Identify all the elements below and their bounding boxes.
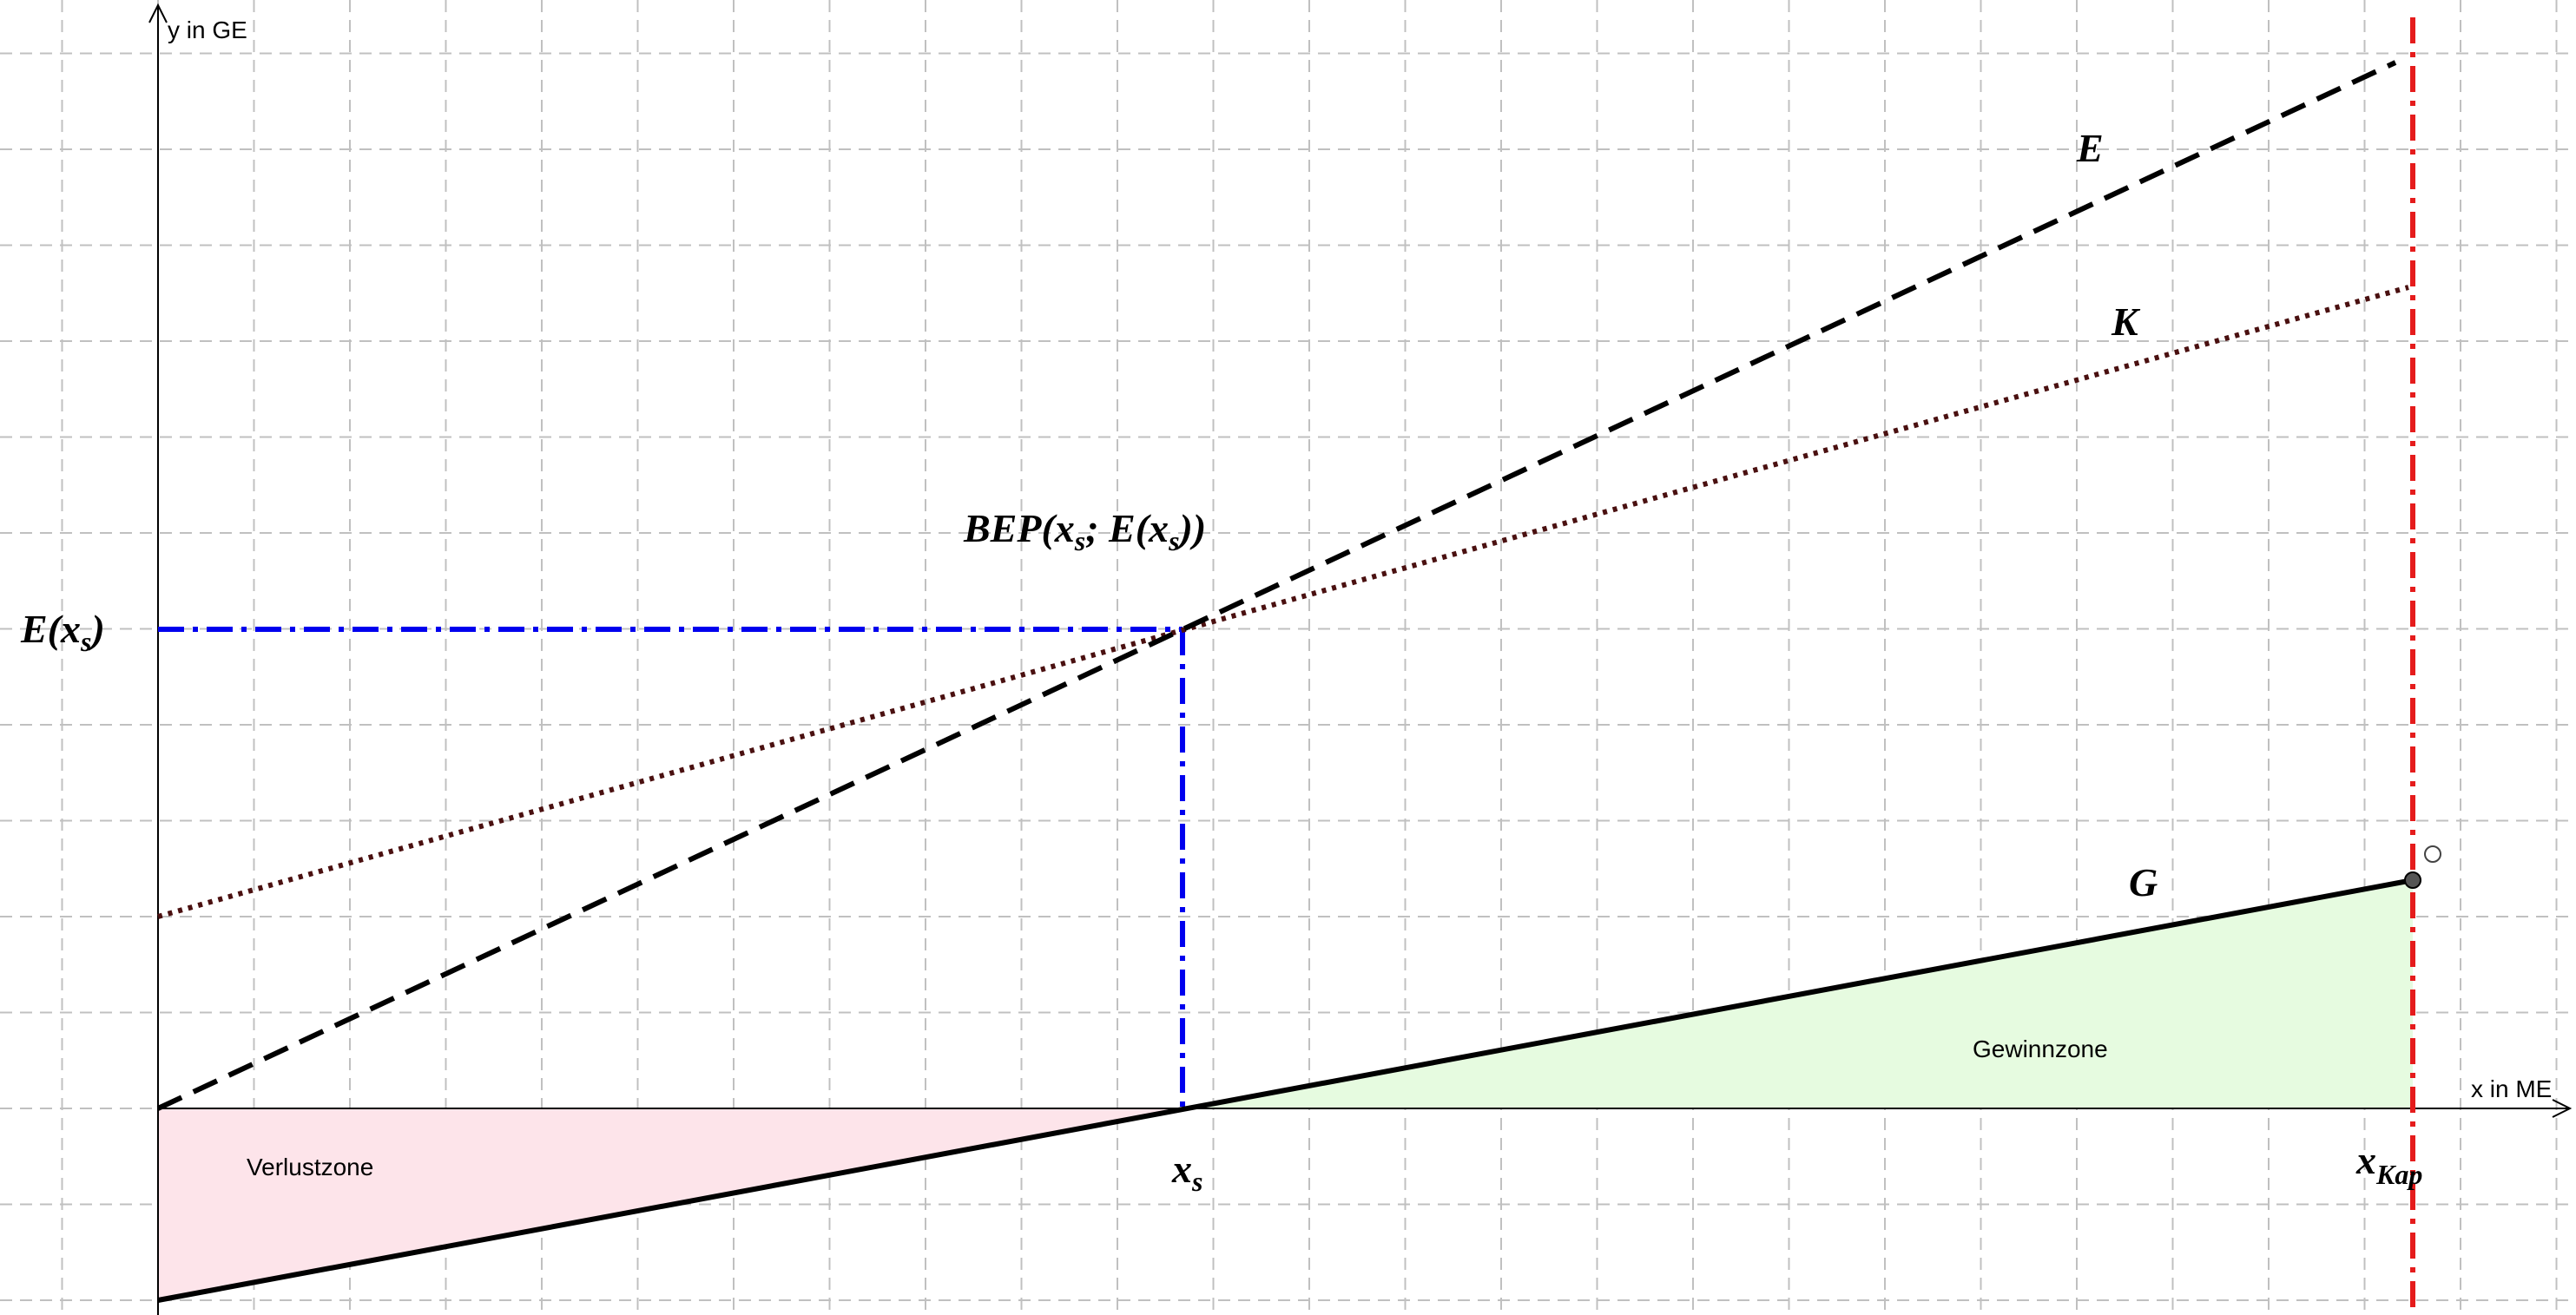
profit-label: G <box>2129 860 2158 904</box>
cost-line <box>157 285 2409 919</box>
y-axis-label: y in GE <box>168 16 247 43</box>
bep-label: BEP(xs; E(xs)) <box>963 506 1206 556</box>
bep-text: )) <box>1176 506 1207 550</box>
profit-line <box>157 878 2414 1303</box>
xkap-label: xKap <box>2355 1138 2422 1190</box>
xkap-text: x <box>2355 1138 2376 1182</box>
profit-zone-label: Gewinnzone <box>1973 1036 2108 1062</box>
y-arrow <box>148 3 168 23</box>
cost-label: K <box>2111 299 2141 344</box>
bep-text: ; E(x <box>1085 506 1169 550</box>
bep-sub: s <box>1168 525 1179 556</box>
e-xs-label: E(xs) <box>20 607 105 657</box>
xs-sub: s <box>1191 1166 1202 1197</box>
bep-sub: s <box>1074 525 1085 556</box>
e-xs-sub: s <box>80 626 91 657</box>
bep-text: BEP(x <box>963 506 1075 550</box>
loss-zone-label: Verlustzone <box>247 1154 373 1180</box>
x-axis-label: x in ME <box>2471 1075 2552 1102</box>
xs-label: xs <box>1171 1147 1202 1197</box>
x-arrow <box>2552 1099 2573 1118</box>
capacity-point <box>2404 871 2421 889</box>
point-marker <box>2424 845 2441 863</box>
xs-text: x <box>1171 1147 1192 1191</box>
xkap-sub: Kap <box>2375 1159 2422 1190</box>
revenue-label: E <box>2076 126 2104 170</box>
e-xs-text: ) <box>88 607 104 651</box>
e-xs-text: E(x <box>20 607 81 651</box>
revenue-line <box>156 60 2397 1111</box>
